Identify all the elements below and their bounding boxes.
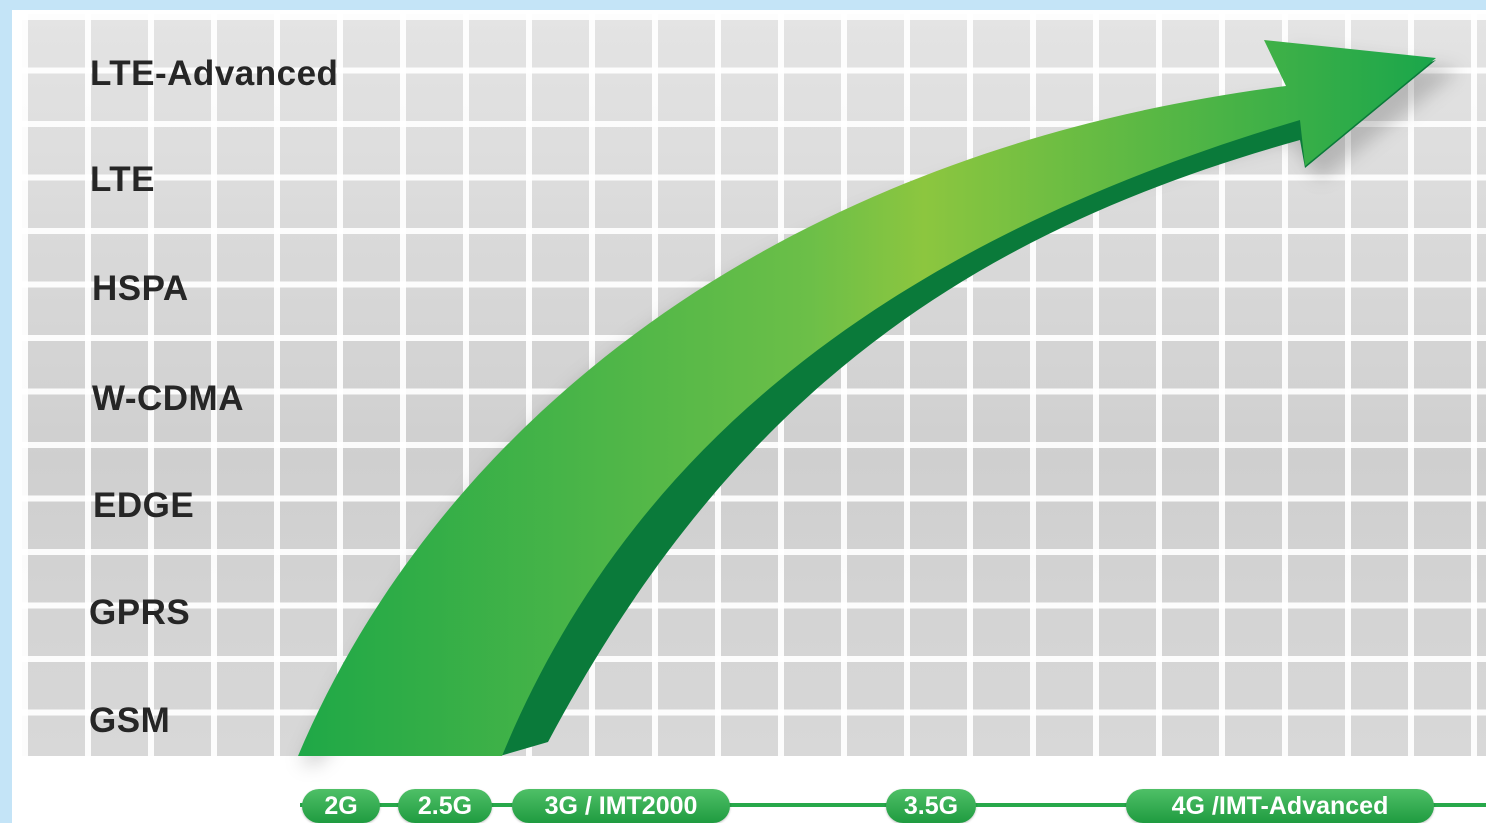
generation-2-5g: 2.5G (398, 789, 492, 823)
label-gsm: GSM (89, 701, 171, 740)
label-lte: LTE (90, 160, 156, 199)
label-wcdma: W-CDMA (92, 379, 244, 418)
generation-4g: 4G /IMT-Advanced (1126, 789, 1434, 823)
generation-2g: 2G (302, 789, 380, 823)
top-border (0, 0, 1486, 10)
label-gprs: GPRS (89, 593, 191, 632)
generation-3-5g: 3.5G (886, 789, 976, 823)
left-border (0, 0, 12, 823)
arrow-body (298, 40, 1436, 756)
label-lte-advanced: LTE-Advanced (90, 54, 339, 93)
generation-3g: 3G / IMT2000 (512, 789, 730, 823)
label-hspa: HSPA (92, 269, 189, 308)
label-edge: EDGE (93, 486, 195, 525)
